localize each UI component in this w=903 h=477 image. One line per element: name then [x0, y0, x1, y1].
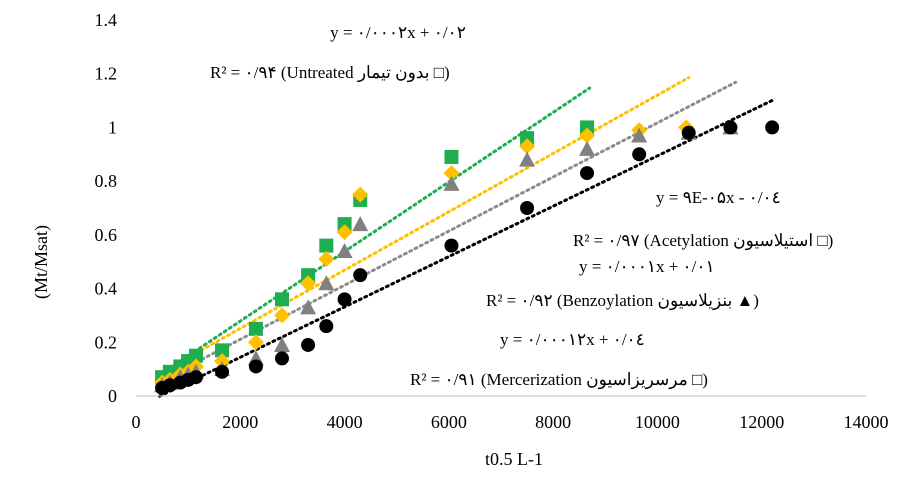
acetylation-data-point: [274, 307, 290, 324]
mercerization-data-point: [520, 201, 535, 215]
x-tick-label: 14000: [844, 412, 889, 432]
benzoylation-r2-label: R² = ۰/۹۲ (Benzoylation بنزیلاسیون ▲): [486, 291, 759, 311]
acetylation-data-point: [214, 353, 231, 370]
y-tick-label: 0: [108, 386, 117, 406]
mercerization-data-point: [723, 120, 738, 135]
benzoylation-data-point: [318, 275, 335, 291]
untreated-trendline: [157, 86, 592, 377]
acetylation-data-point: [247, 334, 264, 351]
benzoylation-data-point: [631, 127, 648, 143]
benzoylation-data-point: [519, 151, 536, 167]
mercerization-data-point: [301, 337, 316, 352]
acetylation-data-point: [300, 275, 317, 292]
acetylation-data-point: [579, 127, 596, 144]
x-tick-label: 10000: [635, 412, 680, 432]
y-tick-label: 0.6: [95, 225, 118, 245]
x-tick-label: 2000: [222, 412, 258, 432]
untreated-data-point: [337, 217, 352, 232]
untreated-r2-label: R² = ۰/۹۴ (Untreated بدون تیمار □): [210, 63, 450, 83]
acetylation-equation: y = ۹E-۰۵x - ۰/۰٤: [656, 188, 781, 207]
y-tick-label: 0.8: [95, 171, 118, 191]
y-tick-label: 0.4: [95, 279, 118, 299]
untreated-data-point: [301, 268, 316, 283]
mercerization-data-point: [765, 120, 780, 135]
x-tick-label: 8000: [535, 412, 571, 432]
data-points: [154, 119, 780, 395]
mercerization-data-point: [188, 370, 203, 385]
x-tick-label: 6000: [431, 412, 467, 432]
mercerization-r2-label: R² = ۰/۹۱ (Mercerization مرسریزاسیون □): [410, 370, 708, 390]
mercerization-trendline: [157, 98, 774, 398]
benzoylation-data-point: [300, 299, 317, 315]
acetylation-r2-label: R² = ۰/۹۷ (Acetylation استیلاسیون □): [573, 231, 833, 251]
y-tick-label: 0.2: [95, 332, 118, 352]
x-axis-title: t0.5 L-1: [485, 449, 543, 469]
benzoylation-data-point: [274, 336, 290, 352]
mercerization-data-point: [215, 364, 230, 379]
mercerization-data-point: [275, 351, 289, 366]
untreated-data-point: [188, 348, 203, 363]
untreated-equation: y = ۰/۰۰۰۲x + ۰/۰۲: [330, 23, 466, 42]
untreated-data-point: [275, 292, 289, 307]
axes: 0 2000 4000 6000 8000 10000 12000 14000 0 0.2 0.4 0…: [95, 10, 889, 432]
mercerization-data-point: [444, 238, 459, 253]
benzoylation-data-point: [443, 175, 460, 191]
mercerization-data-point: [337, 292, 352, 307]
acetylation-data-point: [352, 186, 369, 203]
x-tick-label: 12000: [739, 412, 784, 432]
acetylation-data-point: [443, 165, 460, 182]
x-tick-label: 4000: [327, 412, 363, 432]
mercerization-data-point: [248, 359, 263, 374]
mercerization-data-point: [681, 125, 696, 140]
untreated-data-point: [215, 343, 230, 358]
benzoylation-equation: y = ۰/۰۰۰۱x + ۰/۰۱: [579, 257, 715, 276]
benzoylation-data-point: [352, 216, 369, 232]
untreated-data-point: [248, 321, 263, 336]
untreated-data-point: [580, 120, 595, 135]
mercerization-data-point: [580, 166, 595, 181]
benzoylation-data-point: [336, 242, 353, 258]
y-axis-title: (Mt/Msat): [31, 225, 52, 299]
acetylation-trendline: [157, 76, 691, 376]
acetylation-data-point: [318, 251, 335, 268]
x-tick-label: 0: [132, 412, 141, 432]
mercerization-data-point: [319, 319, 334, 334]
untreated-data-point: [444, 149, 459, 164]
acetylation-data-point: [336, 224, 353, 241]
mercerization-equation: y = ۰/۰۰۰۱۲x + ۰/۰٤: [500, 330, 645, 349]
untreated-data-point: [319, 238, 334, 253]
untreated-data-point: [520, 131, 535, 146]
y-tick-label: 1: [108, 117, 117, 137]
y-tick-label: 1.4: [95, 10, 118, 30]
mercerization-data-point: [632, 147, 647, 162]
y-tick-label: 1.2: [95, 64, 118, 84]
acetylation-data-point: [519, 138, 536, 155]
mercerization-data-point: [353, 268, 368, 283]
benzoylation-data-point: [579, 140, 596, 156]
